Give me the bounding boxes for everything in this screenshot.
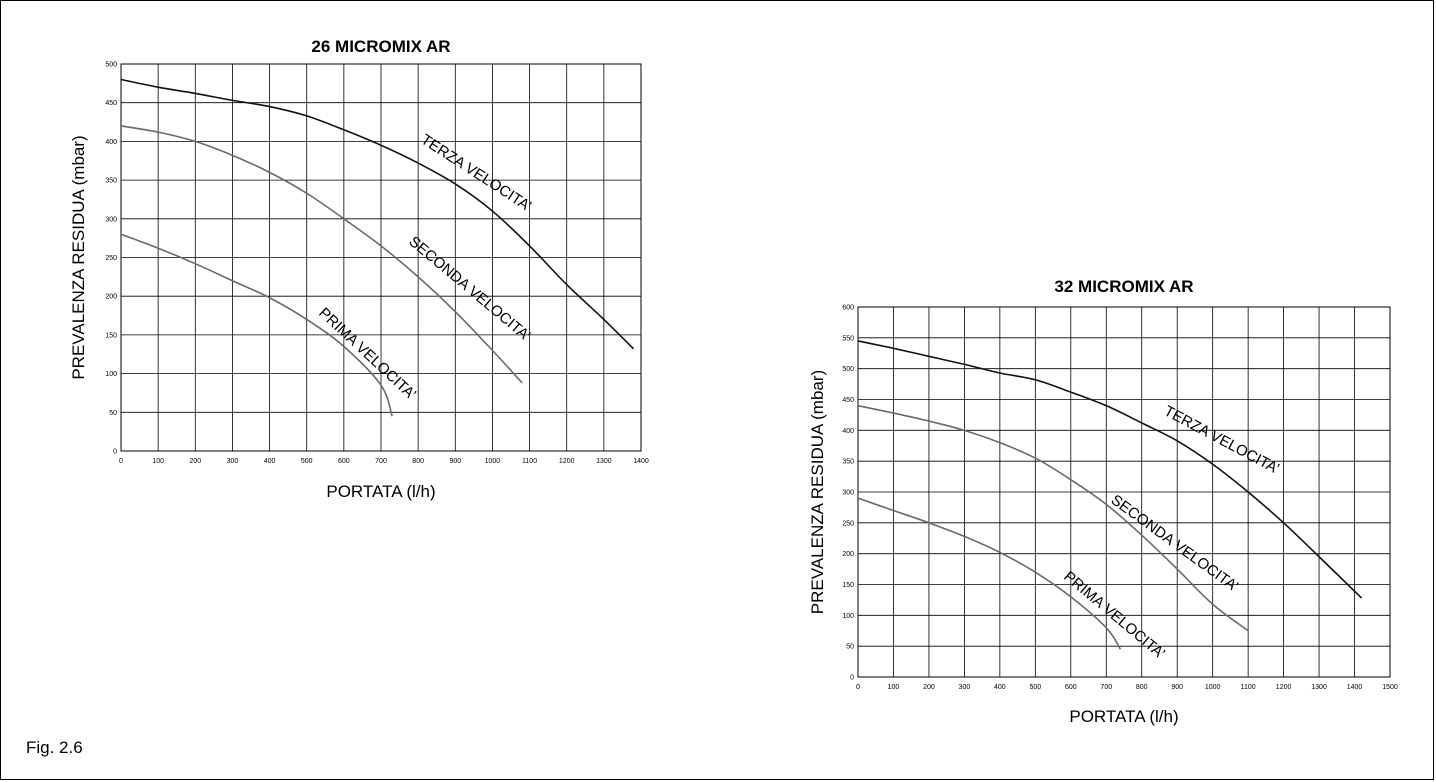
series-line-terza <box>120 78 635 350</box>
y-tick-label: 500 <box>842 366 854 373</box>
x-tick-label: 400 <box>264 458 276 465</box>
y-tick-label: 0 <box>113 449 117 456</box>
chart-title: 26 MICROMIX AR <box>311 37 450 56</box>
x-tick-label: 700 <box>1100 684 1112 691</box>
series-line-seconda <box>120 125 523 384</box>
x-tick-label: 1300 <box>596 458 612 465</box>
x-tick-label: 100 <box>888 684 900 691</box>
x-tick-label: 600 <box>1065 684 1077 691</box>
y-tick-label: 0 <box>850 675 854 682</box>
y-tick-label: 100 <box>105 371 117 378</box>
x-tick-label: 300 <box>227 458 239 465</box>
x-axis-label: PORTATA (l/h) <box>326 482 435 501</box>
series-line-terza <box>857 340 1363 599</box>
x-tick-label: 100 <box>152 458 164 465</box>
x-tick-label: 1000 <box>1205 684 1221 691</box>
y-tick-label: 250 <box>105 255 117 262</box>
y-tick-label: 400 <box>105 139 117 146</box>
y-tick-label: 350 <box>842 459 854 466</box>
y-tick-label: 600 <box>842 305 854 312</box>
y-tick-label: 200 <box>842 551 854 558</box>
y-tick-label: 50 <box>109 410 117 417</box>
y-tick-label: 200 <box>105 294 117 301</box>
x-tick-label: 800 <box>1136 684 1148 691</box>
x-tick-label: 1500 <box>1382 684 1398 691</box>
y-tick-label: 150 <box>105 332 117 339</box>
y-tick-label: 300 <box>842 490 854 497</box>
y-tick-label: 350 <box>105 178 117 185</box>
series-line-prima <box>857 497 1122 650</box>
x-tick-label: 900 <box>1171 684 1183 691</box>
y-tick-label: 300 <box>105 216 117 223</box>
y-tick-label: 250 <box>842 520 854 527</box>
y-tick-label: 150 <box>842 582 854 589</box>
x-tick-label: 1000 <box>485 458 501 465</box>
x-axis-label: PORTATA (l/h) <box>1069 707 1178 726</box>
x-tick-label: 200 <box>189 458 201 465</box>
x-tick-label: 1200 <box>1276 684 1292 691</box>
x-tick-label: 1400 <box>633 458 649 465</box>
y-tick-label: 100 <box>842 613 854 620</box>
y-tick-label: 550 <box>842 335 854 342</box>
x-tick-label: 1400 <box>1347 684 1363 691</box>
x-tick-label: 600 <box>338 458 350 465</box>
series-line-seconda <box>857 404 1249 632</box>
x-tick-label: 0 <box>856 684 860 691</box>
y-axis-label: PREVALENZA RESIDUA (mbar) <box>808 370 827 614</box>
x-tick-label: 400 <box>994 684 1006 691</box>
x-tick-label: 1100 <box>522 458 537 465</box>
x-tick-label: 500 <box>1029 684 1041 691</box>
y-tick-label: 50 <box>846 644 854 651</box>
y-axis-label: PREVALENZA RESIDUA (mbar) <box>69 135 88 379</box>
x-tick-label: 800 <box>412 458 424 465</box>
y-tick-label: 500 <box>105 62 117 69</box>
y-tick-label: 450 <box>842 397 854 404</box>
x-tick-label: 0 <box>119 458 123 465</box>
x-tick-label: 200 <box>923 684 935 691</box>
figure-label: Fig. 2.6 <box>26 738 83 757</box>
x-tick-label: 700 <box>375 458 387 465</box>
chart-title: 32 MICROMIX AR <box>1054 277 1193 296</box>
x-tick-label: 500 <box>301 458 313 465</box>
series-line-prima <box>120 233 393 417</box>
y-tick-label: 450 <box>105 100 117 107</box>
x-tick-label: 300 <box>959 684 971 691</box>
y-tick-label: 400 <box>842 428 854 435</box>
x-tick-label: 900 <box>449 458 461 465</box>
x-tick-label: 1100 <box>1241 684 1256 691</box>
x-tick-label: 1200 <box>559 458 575 465</box>
x-tick-label: 1300 <box>1311 684 1327 691</box>
